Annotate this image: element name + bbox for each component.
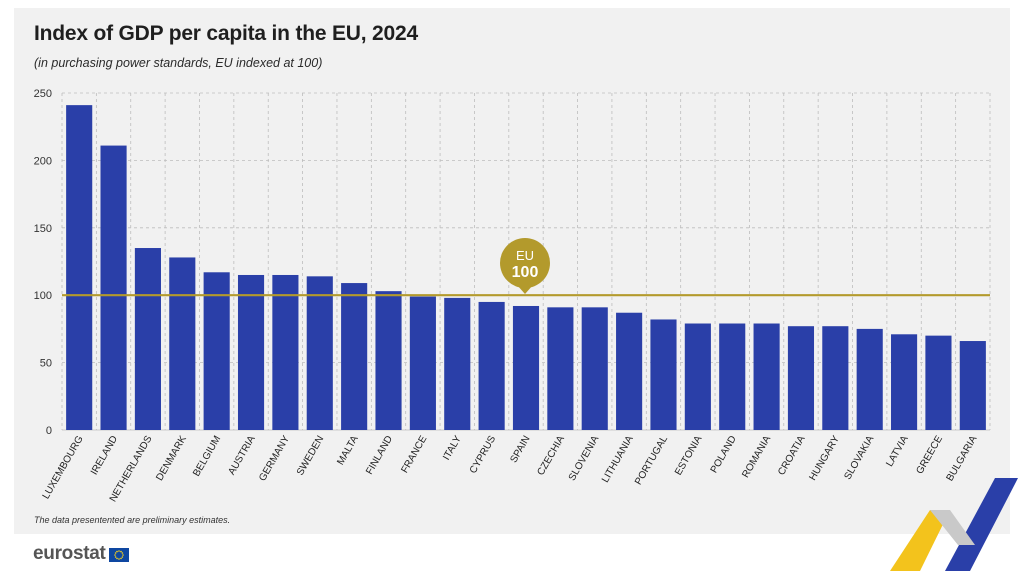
eurostat-logo: eurostat	[33, 542, 129, 566]
bar-netherlands	[134, 248, 161, 430]
bar-bulgaria	[959, 341, 986, 430]
x-tick-label: GERMANY	[257, 434, 292, 484]
x-tick-label: SPAIN	[508, 434, 532, 465]
y-tick-label: 100	[34, 290, 52, 302]
x-tick-label: SLOVENIA	[567, 434, 602, 483]
gridlines	[61, 92, 991, 431]
bar-austria	[237, 274, 265, 430]
bar-france	[409, 296, 436, 430]
y-tick-label: 250	[34, 88, 52, 100]
bar-croatia	[787, 326, 815, 430]
x-tick-label: LATVIA	[884, 434, 911, 469]
eu-marker-label: EU	[516, 248, 534, 263]
bar-romania	[753, 323, 780, 430]
bar-portugal	[650, 319, 677, 430]
bar-luxembourg	[66, 105, 93, 430]
x-tick-label: PORTUGAL	[633, 434, 670, 487]
yellow-stripe-shape	[890, 510, 950, 571]
x-tick-label: FINLAND	[364, 434, 395, 477]
eu-marker-pointer	[517, 285, 533, 294]
y-tick-label: 150	[34, 223, 52, 235]
bar-sweden	[306, 276, 333, 430]
bar-cyprus	[478, 301, 505, 430]
bar-greece	[925, 335, 952, 430]
bars	[66, 105, 986, 430]
x-tick-label: LUXEMBOURG	[41, 434, 86, 501]
bar-estonia	[684, 323, 711, 430]
bar-lithuania	[616, 312, 643, 430]
footnote: The data presentented are preliminary es…	[34, 515, 231, 525]
bar-ireland	[100, 145, 127, 430]
x-tick-label: FRANCE	[399, 434, 429, 475]
y-tick-label: 0	[46, 425, 52, 437]
y-tick-label: 50	[40, 358, 52, 370]
x-tick-label: ROMANIA	[740, 434, 773, 480]
bar-slovenia	[581, 307, 608, 430]
bar-italy	[444, 297, 471, 430]
x-tick-label: AUSTRIA	[226, 434, 257, 477]
x-tick-label: ESTONIA	[673, 434, 705, 478]
x-tick-label: DENMARK	[154, 434, 189, 483]
x-tick-label: CROATIA	[776, 434, 808, 478]
x-tick-label: POLAND	[709, 434, 739, 475]
bar-malta	[341, 283, 368, 430]
x-tick-label: SWEDEN	[295, 434, 326, 478]
y-tick-label: 200	[34, 155, 52, 167]
bar-denmark	[169, 257, 196, 430]
blue-stripe-shape	[945, 478, 1018, 571]
x-tick-label: LITHUANIA	[600, 434, 636, 485]
chart-subtitle: (in purchasing power standards, EU index…	[34, 56, 323, 70]
eu-marker-value: 100	[512, 264, 539, 281]
bar-germany	[272, 274, 299, 430]
bar-belgium	[203, 272, 230, 430]
eu-marker-bubble	[500, 238, 550, 288]
x-tick-label: CYPRUS	[468, 434, 499, 476]
eu-flag-icon	[108, 548, 129, 562]
x-tick-label: ITALY	[441, 434, 464, 463]
logo-text: eurostat	[33, 543, 106, 564]
x-tick-label: BELGIUM	[191, 434, 223, 478]
y-axis-ticks: 0 50 100 150 200 250	[34, 88, 52, 437]
x-tick-label: MALTA	[335, 434, 361, 467]
bar-latvia	[891, 334, 918, 430]
corner-decoration	[890, 478, 1018, 571]
x-tick-label: CZECHIA	[535, 434, 567, 478]
bar-slovakia	[856, 328, 883, 430]
bar-spain	[512, 305, 540, 430]
x-tick-label: IRELAND	[89, 434, 120, 477]
chart-title: Index of GDP per capita in the EU, 2024	[34, 22, 418, 45]
grey-stripe-shape	[930, 510, 975, 545]
bar-poland	[719, 323, 746, 430]
bar-finland	[375, 291, 402, 430]
x-tick-label: HUNGARY	[807, 434, 842, 483]
bar-hungary	[822, 326, 849, 430]
bar-czechia	[547, 307, 574, 430]
